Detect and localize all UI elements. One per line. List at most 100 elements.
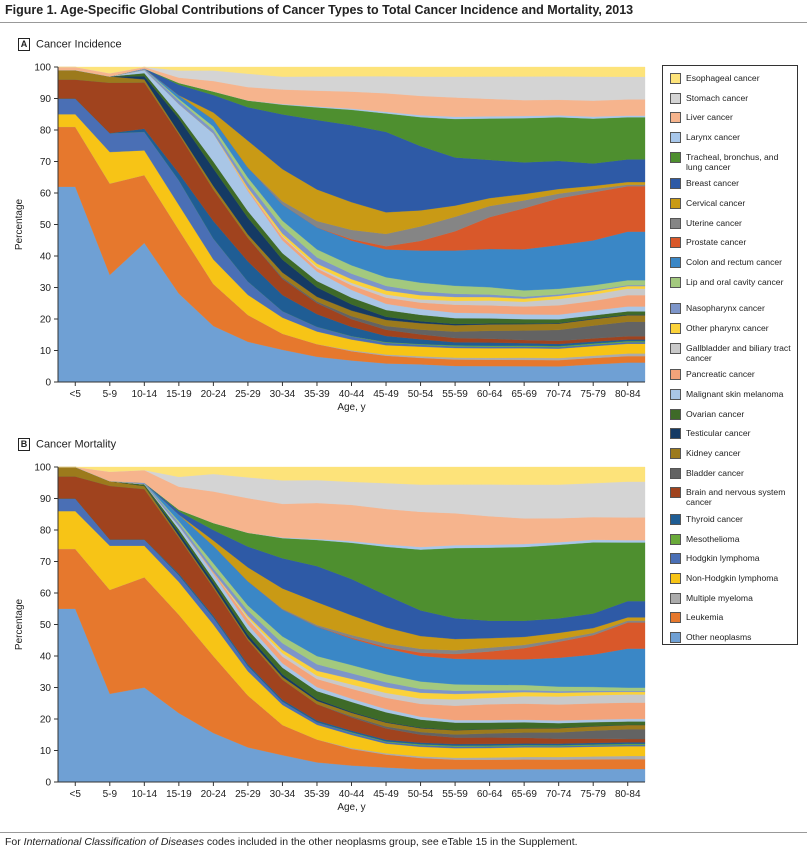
legend-label: Non-Hodgkin lymphoma — [686, 573, 779, 583]
legend-label: Testicular cancer — [686, 428, 751, 439]
legend-item-breast-cancer: Breast cancer — [670, 177, 796, 190]
legend-label: Liver cancer — [686, 112, 733, 123]
legend-item-non-hodgkin-lymphoma: Non-Hodgkin lymphoma — [670, 572, 796, 584]
x-tick-label: 10-14 — [132, 389, 158, 400]
legend-item-prostate-cancer: Prostate cancer — [670, 236, 796, 249]
legend-item-brain-and-nervous-system-cancer: Brain and nervous system cancer — [670, 486, 796, 508]
y-tick-label: 70 — [40, 557, 52, 568]
x-tick-label: 45-49 — [373, 789, 399, 800]
x-tick-label: 80-84 — [615, 389, 641, 400]
x-tick-label: 15-19 — [166, 389, 192, 400]
legend-label: Other pharynx cancer — [686, 323, 769, 333]
legend-swatch — [670, 612, 681, 624]
y-tick-label: 100 — [34, 463, 51, 474]
legend-item-esophageal-cancer: Esophageal cancer — [670, 72, 796, 84]
area-esophageal-cancer — [58, 66, 646, 77]
y-tick-label: 40 — [40, 652, 52, 663]
y-tick-label: 90 — [40, 494, 52, 505]
legend-swatch — [670, 198, 681, 209]
x-tick-label: 40-44 — [339, 789, 365, 800]
x-tick-label: 25-29 — [235, 789, 261, 800]
legend-swatch — [670, 178, 681, 190]
legend-swatch — [670, 632, 681, 644]
x-tick-label: 35-39 — [304, 789, 330, 800]
legend-swatch — [670, 408, 681, 420]
legend-label: Lip and oral cavity cancer — [686, 276, 784, 287]
panel-b-letter: B — [18, 438, 30, 451]
y-tick-label: 0 — [45, 778, 51, 789]
legend-item-ovarian-cancer: Ovarian cancer — [670, 408, 796, 420]
y-tick-label: 70 — [40, 157, 52, 168]
legend-label: Cervical cancer — [686, 198, 746, 208]
legend-label: Leukemia — [686, 612, 724, 623]
footnote: For International Classification of Dise… — [5, 836, 578, 848]
legend-swatch — [670, 513, 681, 525]
legend-swatch — [670, 73, 681, 84]
x-tick-label: 40-44 — [339, 389, 365, 400]
x-tick-label: 55-59 — [442, 789, 468, 800]
legend-item-colon-and-rectum-cancer: Colon and rectum cancer — [670, 256, 796, 269]
legend-item-leukemia: Leukemia — [670, 611, 796, 624]
y-tick-label: 40 — [40, 252, 52, 263]
legend-swatch — [670, 303, 681, 315]
x-tick-label: <5 — [70, 789, 82, 800]
x-tick-label: 70-74 — [546, 389, 572, 400]
legend-label: Brain and nervous system cancer — [686, 487, 786, 508]
legend-label: Ovarian cancer — [686, 408, 745, 419]
x-tick-label: 60-64 — [477, 389, 503, 400]
footnote-italic: International Classification of Diseases — [23, 836, 205, 848]
panel-a-letter: A — [18, 38, 30, 51]
y-tick-label: 10 — [40, 746, 52, 757]
panel-a-title: Cancer Incidence — [36, 38, 122, 51]
legend-swatch — [670, 369, 681, 381]
legend-item-pancreatic-cancer: Pancreatic cancer — [670, 368, 796, 381]
y-tick-label: 50 — [40, 620, 52, 631]
legend-label: Breast cancer — [686, 178, 740, 189]
footnote-prefix: For — [5, 836, 24, 848]
x-axis-label: Age, y — [337, 802, 365, 813]
y-tick-label: 80 — [40, 526, 52, 537]
y-tick-label: 50 — [40, 220, 52, 231]
area-esophageal-cancer — [58, 466, 646, 485]
legend-swatch — [670, 112, 681, 124]
legend-item-cervical-cancer: Cervical cancer — [670, 197, 796, 209]
legend-label: Hodgkin lymphoma — [686, 553, 760, 564]
x-tick-label: 65-69 — [511, 789, 537, 800]
title-divider — [0, 22, 807, 23]
legend-swatch — [670, 151, 681, 163]
legend-swatch — [670, 237, 681, 249]
y-tick-label: 80 — [40, 126, 52, 137]
legend-swatch — [670, 217, 681, 229]
x-tick-label: <5 — [70, 389, 82, 400]
x-tick-label: 30-34 — [270, 389, 296, 400]
legend-label: Thyroid cancer — [686, 513, 743, 524]
y-tick-label: 60 — [40, 189, 52, 200]
x-tick-label: 20-24 — [201, 389, 227, 400]
x-tick-label: 75-79 — [580, 389, 606, 400]
legend-swatch — [670, 276, 681, 288]
legend-swatch — [670, 428, 681, 440]
legend-item-hodgkin-lymphoma: Hodgkin lymphoma — [670, 552, 796, 565]
x-tick-label: 20-24 — [201, 789, 227, 800]
x-tick-label: 35-39 — [304, 389, 330, 400]
x-tick-label: 55-59 — [442, 389, 468, 400]
footnote-suffix: codes included in the other neoplasms gr… — [204, 836, 578, 848]
legend-item-tracheal-bronchus-and-lung-cancer: Tracheal, bronchus, and lung cancer — [670, 151, 796, 173]
x-tick-label: 5-9 — [103, 389, 118, 400]
panel-b-title: Cancer Mortality — [36, 438, 117, 451]
y-axis-label: Percentage — [14, 598, 25, 650]
legend-item-other-neoplasms: Other neoplasms — [670, 631, 796, 644]
legend-swatch — [670, 533, 681, 545]
legend-label: Uterine cancer — [686, 217, 742, 228]
x-tick-label: 65-69 — [511, 389, 537, 400]
x-tick-label: 60-64 — [477, 789, 503, 800]
panel-b-header: B Cancer Mortality — [18, 438, 116, 451]
legend-item-nasopharynx-cancer: Nasopharynx cancer — [670, 302, 796, 315]
legend-item-mesothelioma: Mesothelioma — [670, 533, 796, 545]
figure-title: Figure 1. Age-Specific Global Contributi… — [5, 3, 634, 17]
legend: Esophageal cancer Stomach cancer Liver can… — [662, 65, 798, 645]
y-tick-label: 60 — [40, 589, 52, 600]
x-tick-label: 75-79 — [580, 789, 606, 800]
legend-label: Stomach cancer — [686, 92, 749, 103]
y-axis-label: Percentage — [14, 198, 25, 250]
